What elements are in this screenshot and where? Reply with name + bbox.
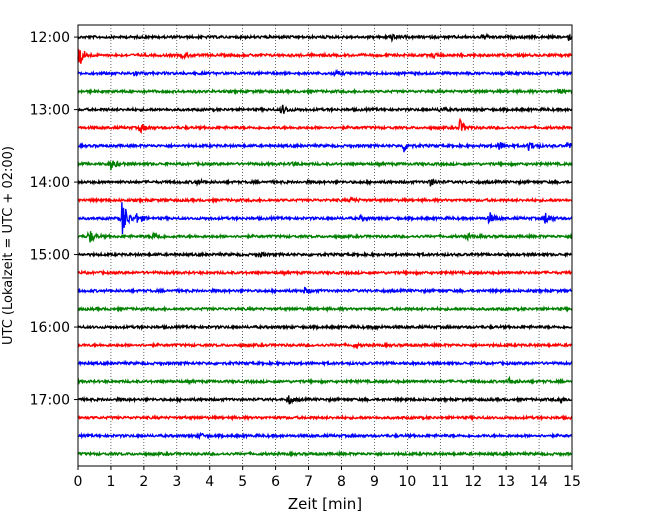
trace-1545	[77, 305, 573, 313]
x-tick-label: 0	[74, 474, 83, 490]
y-tick-label: 16:00	[30, 320, 70, 336]
x-tick-label: 7	[304, 474, 313, 490]
trace-1745	[77, 449, 573, 458]
x-tick-label: 8	[337, 474, 346, 490]
trace-1345	[77, 160, 573, 171]
x-tick-label: 9	[370, 474, 379, 490]
trace-1300	[77, 104, 573, 114]
y-tick-label: 15:00	[30, 248, 70, 264]
trace-1245	[77, 87, 573, 96]
x-ticks: 0 1 2 3 4 5 6 7 8 9 10 11 12 13 14 15	[74, 466, 581, 490]
y-ticks: 12:00 13:00 14:00 15:00 16:00 17:00	[30, 30, 78, 409]
y-tick-label: 14:00	[30, 175, 70, 191]
trace-1645	[77, 375, 573, 386]
trace-1730	[77, 431, 573, 440]
trace-1415	[77, 195, 573, 205]
trace-lines	[77, 32, 573, 458]
x-axis-label: Zeit [min]	[288, 495, 362, 513]
trace-1630	[77, 359, 573, 368]
x-tick-label: 10	[398, 474, 416, 490]
x-tick-label: 1	[106, 474, 115, 490]
trace-1445	[77, 230, 573, 243]
y-tick-label: 17:00	[30, 393, 70, 409]
trace-1400	[77, 177, 573, 187]
trace-1315	[77, 117, 573, 134]
x-tick-label: 13	[497, 474, 515, 490]
x-tick-label: 15	[563, 474, 581, 490]
plot-frame	[77, 24, 573, 467]
y-tick-label: 12:00	[30, 30, 70, 46]
trace-1430	[77, 202, 573, 234]
x-tick-label: 4	[205, 474, 214, 490]
trace-1615	[77, 341, 573, 350]
x-tick-label: 5	[238, 474, 247, 490]
x-tick-label: 14	[530, 474, 548, 490]
trace-1330	[77, 141, 573, 153]
x-tick-label: 12	[464, 474, 482, 490]
y-axis-label: UTC (Lokalzeit = UTC + 02:00)	[1, 146, 16, 345]
x-tick-label: 2	[139, 474, 148, 490]
trace-1215	[77, 48, 573, 64]
trace-1715	[77, 414, 573, 422]
trace-1230	[77, 68, 573, 78]
trace-1200	[77, 32, 573, 43]
x-tick-label: 11	[431, 474, 449, 490]
x-tick-label: 3	[172, 474, 181, 490]
trace-1600	[77, 323, 573, 332]
x-tick-label: 6	[271, 474, 280, 490]
trace-1530	[77, 286, 573, 295]
trace-1500	[77, 250, 573, 259]
y-tick-label: 13:00	[30, 103, 70, 119]
trace-1700	[77, 395, 573, 405]
trace-1515	[77, 268, 573, 277]
